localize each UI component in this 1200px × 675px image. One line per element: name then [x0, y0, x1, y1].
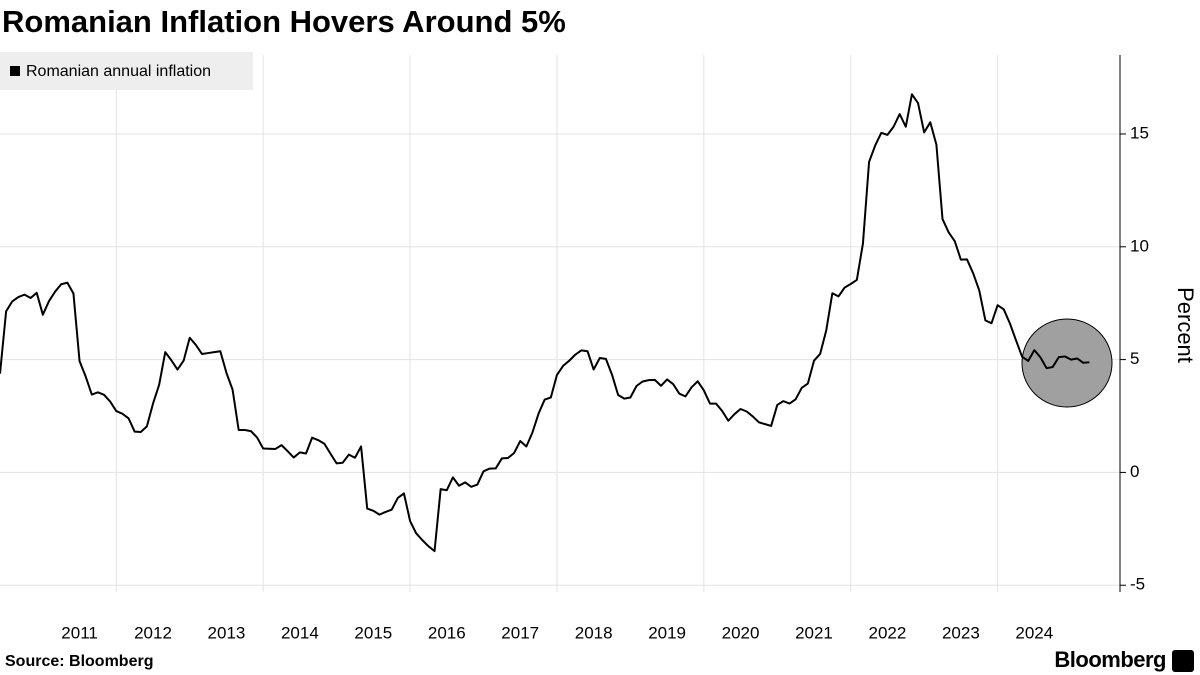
chart-title: Romanian Inflation Hovers Around 5% — [2, 4, 566, 39]
legend-swatch — [10, 66, 20, 76]
y-tick-label: -5 — [1130, 575, 1145, 594]
x-tick-label: 2019 — [648, 623, 686, 642]
x-tick-label: 2022 — [869, 623, 907, 642]
legend-label: Romanian annual inflation — [26, 63, 211, 80]
x-tick-label: 2012 — [134, 623, 172, 642]
x-tick-label: 2018 — [575, 623, 613, 642]
y-tick-label: 5 — [1130, 349, 1139, 368]
x-tick-label: 2024 — [1015, 623, 1053, 642]
x-tick-label: 2015 — [354, 623, 392, 642]
x-tick-label: 2011 — [61, 623, 98, 642]
y-axis-label: Percent — [1173, 287, 1198, 363]
y-tick-label: 10 — [1130, 236, 1149, 255]
x-tick-label: 2017 — [501, 623, 539, 642]
brand: Bloomberg — [1054, 647, 1166, 672]
series-line — [0, 93, 1090, 553]
legend-box — [0, 52, 253, 90]
plot — [0, 93, 1090, 553]
x-tick-label: 2013 — [208, 623, 246, 642]
y-tick-label: 0 — [1130, 462, 1139, 481]
y-tick-label: 15 — [1130, 123, 1149, 142]
x-tick-label: 2023 — [942, 623, 980, 642]
x-tick-label: 2021 — [795, 623, 833, 642]
highlight-circle — [1021, 318, 1113, 408]
brand-icon — [1172, 650, 1194, 672]
x-tick-label: 2014 — [281, 623, 319, 642]
grid: -5 0 5 10 15 2011 2012 2013 2014 2015 2016 2017 2018… — [0, 55, 1149, 642]
x-tick-label: 2020 — [722, 623, 760, 642]
source: Source: Bloomberg — [5, 653, 153, 670]
x-tick-label: 2016 — [428, 623, 466, 642]
